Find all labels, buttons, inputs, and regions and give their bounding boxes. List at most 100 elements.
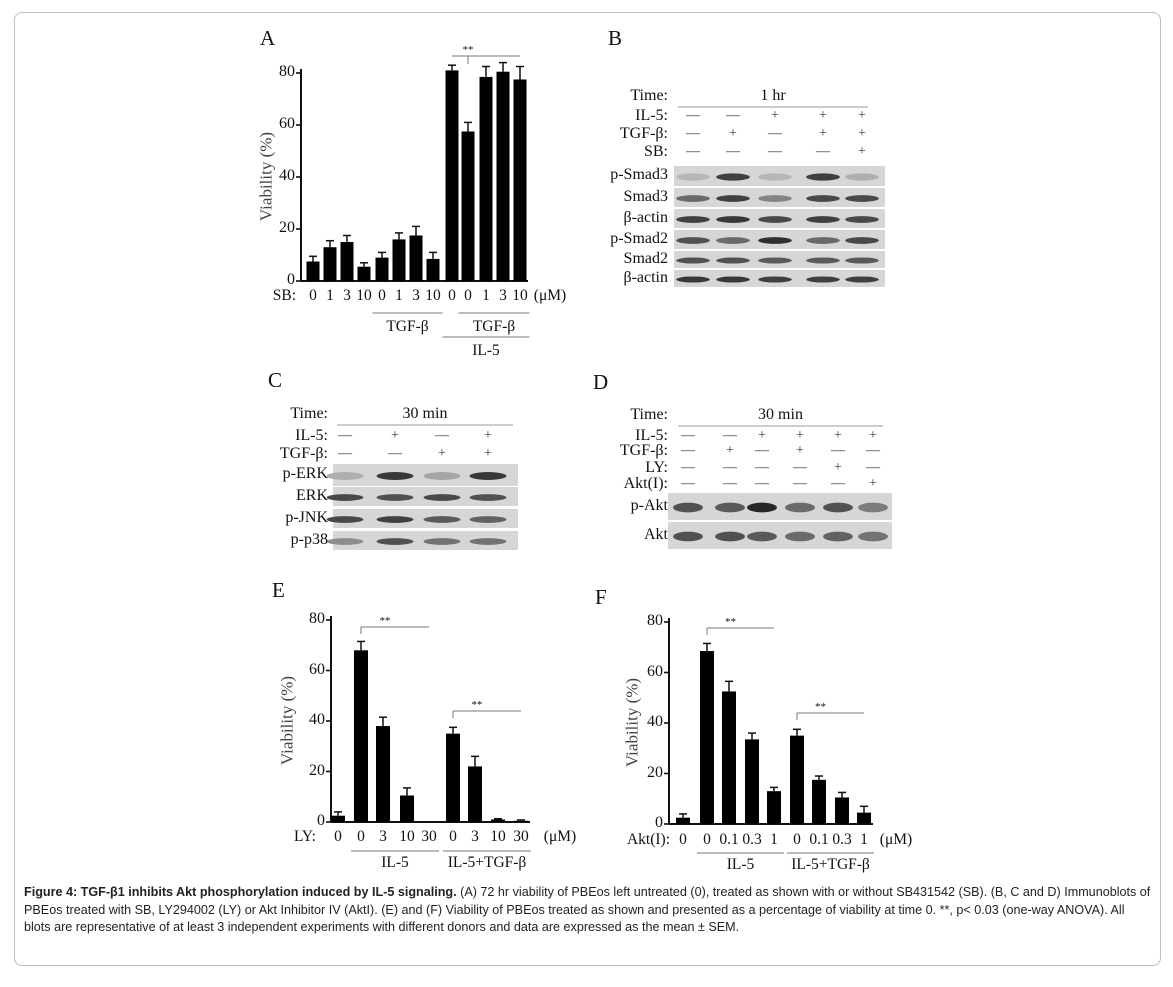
condition-sign: —: [681, 428, 695, 444]
y-axis-label: Viability (%): [256, 131, 276, 221]
protein-band: [823, 502, 853, 513]
y-tick-label: 40: [279, 167, 295, 185]
x-tick-label: 0: [703, 831, 711, 849]
bar: [461, 131, 475, 281]
condition-sign: —: [686, 108, 700, 124]
blot-row-label: β-actin: [623, 208, 668, 226]
protein-band: [676, 216, 710, 223]
x-tick-label: 0.3: [832, 831, 852, 849]
panel-label-C: C: [268, 368, 283, 392]
protein-band: [673, 531, 703, 542]
group-label: TGF-β: [472, 318, 516, 336]
bar: [354, 650, 368, 822]
x-prefix-label: Akt(I):: [626, 831, 670, 849]
condition-label: TGF-β:: [619, 125, 668, 143]
condition-sign: +: [869, 476, 877, 492]
protein-band: [806, 237, 840, 244]
panel-label-F: F: [595, 585, 607, 609]
significance-label: **: [471, 698, 483, 711]
group-label: IL-5: [381, 854, 409, 872]
condition-label: LY:: [645, 459, 668, 477]
protein-band: [785, 531, 815, 542]
protein-band: [469, 472, 507, 480]
blot-row-label: Smad3: [623, 187, 668, 205]
x-tick-label: 10: [425, 287, 441, 305]
protein-band: [858, 502, 888, 513]
group-label: IL-5+TGF-β: [447, 854, 527, 872]
x-tick-label: 3: [412, 287, 420, 305]
bar: [400, 795, 414, 822]
protein-band: [785, 502, 815, 513]
protein-band: [845, 257, 879, 264]
x-tick-label: 0: [449, 828, 457, 846]
significance-label: **: [815, 700, 826, 713]
condition-sign: —: [723, 428, 737, 444]
x-tick-label: 30: [421, 828, 437, 846]
blot-row-label: ERK: [296, 486, 328, 504]
x-tick-label: 0: [448, 287, 456, 305]
y-tick-label: 20: [279, 219, 295, 237]
x-tick-label: 0: [378, 287, 386, 305]
protein-band: [469, 516, 507, 523]
condition-sign: —: [338, 446, 352, 462]
x-units-label: (μM): [533, 287, 567, 305]
x-prefix-label: SB:: [272, 287, 296, 305]
condition-sign: +: [726, 443, 734, 459]
condition-sign: —: [831, 476, 845, 492]
x-tick-label: 3: [499, 287, 507, 305]
condition-sign: —: [755, 460, 769, 476]
x-tick-label: 1: [326, 287, 334, 305]
time-value: 1 hr: [760, 87, 786, 105]
y-axis-label: Viability (%): [622, 677, 642, 767]
panel-label-A: A: [260, 26, 276, 50]
x-tick-label: 1: [860, 831, 868, 849]
x-tick-label: 0.1: [719, 831, 739, 849]
x-units-label: (μM): [879, 831, 913, 849]
blot-row-label: p-p38: [290, 530, 328, 548]
bar: [491, 819, 505, 822]
bar: [676, 817, 690, 824]
bar: [446, 733, 460, 822]
caption-body: (A) 72 hr viability of PBEos left untrea…: [24, 885, 1151, 934]
y-tick-label: 60: [279, 115, 295, 133]
condition-sign: —: [866, 443, 880, 459]
x-tick-label: 3: [471, 828, 479, 846]
bar: [357, 266, 371, 281]
protein-band: [806, 173, 840, 181]
y-tick-label: 60: [309, 660, 325, 678]
protein-band: [716, 195, 750, 202]
condition-sign: —: [681, 460, 695, 476]
panel-label-E: E: [272, 578, 285, 602]
condition-sign: +: [758, 428, 766, 444]
protein-band: [758, 257, 792, 264]
condition-sign: +: [484, 428, 492, 444]
group-label: TGF-β: [386, 318, 429, 336]
condition-sign: +: [796, 428, 804, 444]
bar: [323, 247, 337, 281]
condition-sign: —: [686, 126, 700, 142]
group-label: IL-5: [726, 856, 755, 874]
bar: [700, 651, 714, 824]
bar: [306, 261, 320, 281]
x-tick-label: 0.1: [809, 831, 829, 849]
protein-band: [673, 502, 703, 513]
y-tick-label: 80: [279, 63, 295, 81]
x-tick-label: 10: [356, 287, 372, 305]
condition-sign: —: [866, 460, 880, 476]
bar: [409, 235, 423, 281]
y-tick-label: 40: [647, 713, 663, 731]
protein-band: [806, 195, 840, 202]
protein-band: [845, 195, 879, 202]
y-tick-label: 60: [647, 662, 663, 680]
condition-label: Akt(I):: [623, 475, 668, 493]
blot-row-label: p-Akt: [630, 496, 668, 514]
protein-band: [806, 216, 840, 223]
protein-band: [676, 276, 710, 283]
y-tick-label: 0: [287, 271, 295, 289]
condition-sign: +: [819, 126, 827, 142]
bar: [376, 726, 390, 822]
condition-label: TGF-β:: [279, 445, 328, 463]
protein-band: [376, 516, 414, 523]
x-tick-label: 0.3: [742, 831, 762, 849]
x-prefix-label: LY:: [294, 828, 316, 846]
